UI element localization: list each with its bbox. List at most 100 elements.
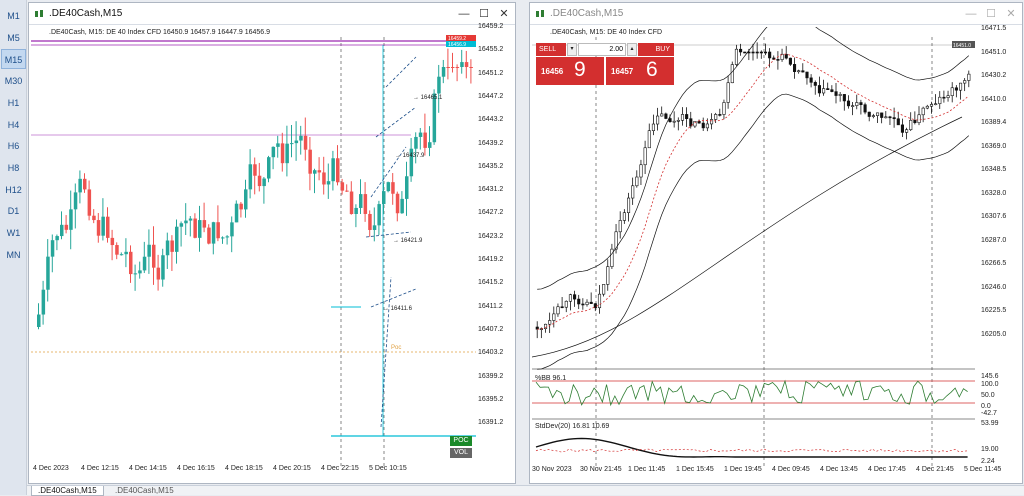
stddev-scale-label: 19.00: [981, 446, 999, 453]
candle-body: [115, 245, 119, 255]
lot-size-input[interactable]: [578, 43, 626, 56]
ask-price-tag: [446, 41, 476, 47]
price-scale-label: 16451.2: [478, 69, 504, 77]
price-scale-label: 16431.2: [478, 186, 504, 194]
candle-body: [751, 51, 755, 54]
stddev-signal: [535, 448, 968, 453]
one-click-trading-panel: SELL ▾ ▴ BUY 16456 9 16457 6: [536, 43, 674, 89]
sell-price-box[interactable]: 16456 9: [536, 57, 604, 85]
candle-body: [577, 298, 581, 305]
candle-body: [954, 87, 958, 91]
timeframe-d1[interactable]: D1: [7, 206, 20, 217]
candle-body: [734, 48, 738, 65]
maximize-button[interactable]: ☐: [479, 8, 489, 20]
timeframe-h4[interactable]: H4: [7, 119, 20, 130]
candle-body: [826, 88, 830, 90]
minimize-button[interactable]: —: [458, 8, 470, 20]
candle-body: [326, 181, 331, 185]
candle-body: [759, 51, 763, 54]
candle-body: [718, 114, 722, 116]
left-candlestick-chart[interactable]: → 16465.1 → 16437.9 → 16421.9 → 16411.6 1645…: [31, 27, 476, 477]
candle-body: [96, 220, 101, 236]
poc-button[interactable]: POC: [450, 436, 472, 446]
timeframe-h12[interactable]: H12: [5, 184, 22, 195]
bb-scale-label: 0.0: [981, 403, 991, 410]
candle-body: [768, 51, 772, 59]
candle-body: [119, 254, 124, 256]
time-scale-label: 4 Dec 14:15: [129, 465, 167, 472]
long-ma: [532, 116, 963, 358]
candle-body: [87, 189, 92, 216]
price-scale-label: 16246.0: [981, 283, 1007, 291]
buy-button[interactable]: BUY: [638, 43, 674, 56]
candle-body: [106, 216, 110, 238]
timeframe-m5[interactable]: M5: [7, 32, 20, 43]
right-price-chart[interactable]: 16451.0: [532, 27, 975, 477]
left-window-titlebar[interactable]: .DE40Cash,M15 — ☐ ✕: [29, 3, 515, 25]
price-scale-label: 16369.0: [981, 142, 1007, 150]
timeframe-h6[interactable]: H6: [7, 141, 20, 152]
candle-body: [432, 93, 437, 143]
timeframe-mn[interactable]: MN: [6, 249, 21, 260]
candle-body: [763, 51, 768, 54]
candle-body: [280, 143, 285, 164]
candle-body: [294, 140, 299, 144]
timeframe-m30[interactable]: M30: [4, 76, 23, 87]
timeframe-m1[interactable]: M1: [7, 11, 20, 21]
price-annotation: → 16421.9: [393, 238, 423, 244]
timeframe-m15[interactable]: M15: [1, 49, 26, 70]
candle-body: [942, 96, 946, 99]
candle-body: [892, 117, 896, 120]
candle-body: [469, 67, 473, 68]
candle-body: [170, 240, 174, 252]
candle-body: [331, 158, 335, 182]
candle-body: [647, 130, 651, 149]
candle-body: [414, 136, 418, 149]
candle-body: [581, 303, 585, 306]
candle-body: [755, 51, 759, 54]
buy-price-big: 6: [646, 58, 658, 81]
candle-body: [451, 67, 455, 68]
buy-price-box[interactable]: 16457 6: [606, 57, 674, 85]
right-window-titlebar[interactable]: .DE40Cash,M15 — ☐ ✕: [530, 3, 1022, 25]
candle-body: [363, 194, 368, 214]
sell-price-big: 9: [574, 58, 586, 81]
candle-body: [78, 178, 82, 193]
candle-body: [664, 113, 668, 119]
minimize-button[interactable]: —: [965, 8, 977, 20]
candle-body: [386, 182, 391, 192]
candle-body: [896, 118, 900, 126]
candle-body: [253, 164, 257, 176]
right-chart-area[interactable]: 16451.0 .DE40Cash, M15: DE 40 Index CFD …: [532, 27, 975, 477]
timeframe-w1[interactable]: W1: [6, 228, 21, 238]
price-tag-label: 16456.9: [448, 42, 466, 48]
timeframe-h1[interactable]: H1: [7, 97, 20, 108]
candle-body: [202, 220, 207, 228]
candle-body: [593, 303, 597, 309]
candle-body: [888, 116, 892, 119]
candle-body: [722, 102, 726, 115]
price-scale-label: 16435.2: [478, 162, 504, 170]
right-chart-window: .DE40Cash,M15 — ☐ ✕ 16451.0 .DE40Cash, M…: [529, 2, 1023, 484]
lot-increase-button[interactable]: ▴: [627, 43, 637, 56]
sell-button[interactable]: SELL: [536, 43, 566, 56]
bb-scale-label: -42.7: [981, 410, 997, 417]
projection-line: [380, 276, 392, 428]
candle-body: [813, 82, 817, 86]
close-button[interactable]: ✕: [499, 8, 509, 20]
candle-body: [913, 119, 917, 124]
candle-body: [851, 105, 855, 107]
chart-tab-2[interactable]: .DE40Cash,M15: [115, 486, 174, 495]
candle-body: [651, 123, 655, 132]
vol-button[interactable]: VOL: [450, 448, 472, 458]
candle-body: [859, 102, 863, 105]
timeframe-h8[interactable]: H8: [7, 162, 20, 173]
left-chart-area[interactable]: → 16465.1 → 16437.9 → 16421.9 → 16411.6 1645…: [31, 27, 476, 477]
candle-body: [225, 236, 230, 238]
price-scale-label: 16403.2: [478, 349, 504, 357]
candle-body: [618, 220, 622, 233]
close-button[interactable]: ✕: [1006, 8, 1016, 20]
lot-decrease-button[interactable]: ▾: [567, 43, 577, 56]
time-scale-label: 30 Nov 2023: [532, 466, 572, 473]
maximize-button[interactable]: ☐: [986, 8, 996, 20]
